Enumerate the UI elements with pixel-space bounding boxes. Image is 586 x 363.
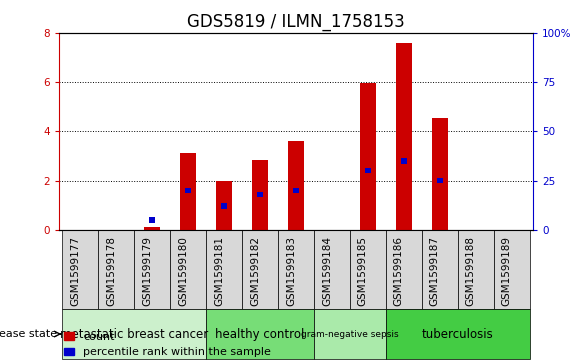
- Text: GSM1599179: GSM1599179: [142, 236, 152, 306]
- Text: GSM1599188: GSM1599188: [466, 236, 476, 306]
- Bar: [401, 158, 407, 163]
- Bar: [458, 230, 493, 309]
- Bar: [396, 42, 412, 230]
- Bar: [98, 230, 134, 309]
- Bar: [288, 141, 304, 230]
- Bar: [422, 230, 458, 309]
- Bar: [386, 309, 530, 359]
- Text: GSM1599183: GSM1599183: [286, 236, 296, 306]
- Bar: [314, 309, 386, 359]
- Bar: [242, 230, 278, 309]
- Bar: [180, 154, 196, 230]
- Bar: [386, 230, 422, 309]
- Legend: count, percentile rank within the sample: count, percentile rank within the sample: [64, 332, 271, 358]
- Text: GSM1599182: GSM1599182: [250, 236, 260, 306]
- Text: GSM1599189: GSM1599189: [502, 236, 512, 306]
- Bar: [278, 230, 314, 309]
- Bar: [62, 230, 98, 309]
- Text: GSM1599178: GSM1599178: [106, 236, 116, 306]
- Bar: [206, 230, 242, 309]
- Text: GSM1599181: GSM1599181: [214, 236, 224, 306]
- Bar: [62, 309, 206, 359]
- Bar: [257, 192, 263, 197]
- Bar: [170, 230, 206, 309]
- Bar: [350, 230, 386, 309]
- Text: GSM1599177: GSM1599177: [70, 236, 80, 306]
- Bar: [185, 188, 191, 193]
- Bar: [221, 203, 227, 209]
- Text: GSM1599186: GSM1599186: [394, 236, 404, 306]
- Bar: [360, 83, 376, 230]
- Bar: [216, 180, 232, 230]
- Bar: [144, 227, 160, 230]
- Text: metastatic breast cancer: metastatic breast cancer: [60, 327, 208, 340]
- Bar: [149, 217, 155, 223]
- Bar: [206, 309, 314, 359]
- Bar: [432, 118, 448, 230]
- Bar: [493, 230, 530, 309]
- Text: GSM1599180: GSM1599180: [178, 236, 188, 306]
- Title: GDS5819 / ILMN_1758153: GDS5819 / ILMN_1758153: [187, 13, 405, 31]
- Text: GSM1599185: GSM1599185: [358, 236, 368, 306]
- Bar: [252, 160, 268, 230]
- Text: GSM1599187: GSM1599187: [430, 236, 440, 306]
- Bar: [364, 168, 371, 174]
- Text: tuberculosis: tuberculosis: [422, 327, 493, 340]
- Bar: [292, 188, 299, 193]
- Bar: [314, 230, 350, 309]
- Text: GSM1599184: GSM1599184: [322, 236, 332, 306]
- Text: disease state: disease state: [0, 329, 57, 339]
- Text: healthy control: healthy control: [215, 327, 305, 340]
- Bar: [134, 230, 170, 309]
- Text: gram-negative sepsis: gram-negative sepsis: [301, 330, 398, 339]
- Bar: [437, 178, 443, 183]
